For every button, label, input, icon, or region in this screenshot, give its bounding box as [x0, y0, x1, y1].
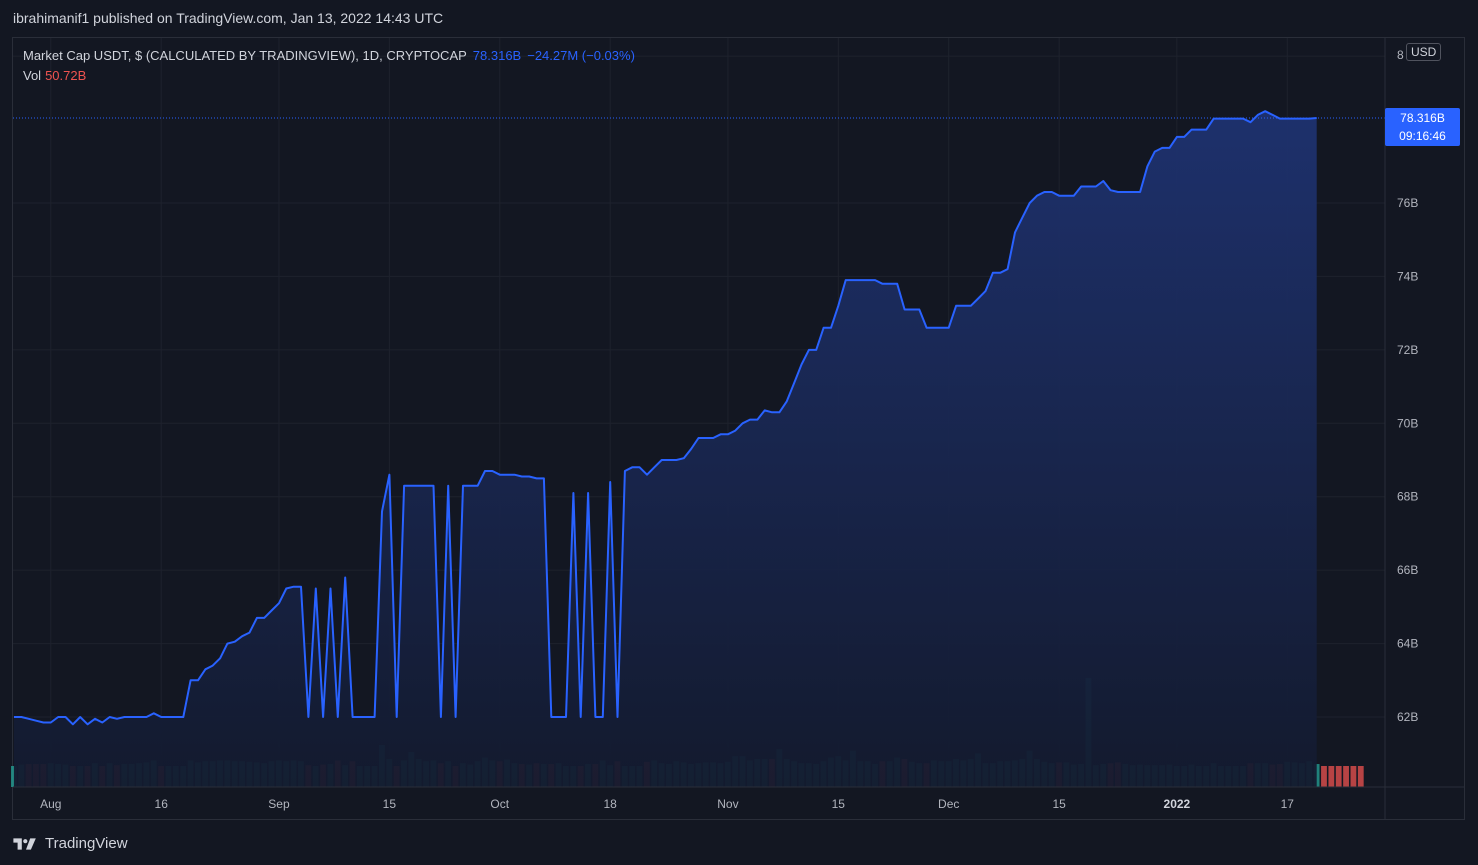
legend: Market Cap USDT, $ (CALCULATED BY TRADIN…	[23, 46, 635, 86]
volume-bar	[1328, 766, 1335, 787]
legend-vol-value: 50.72B	[45, 68, 87, 83]
x-tick-label: 17	[1281, 797, 1295, 811]
volume-bar	[1350, 766, 1357, 787]
currency-badge[interactable]: USD	[1406, 43, 1442, 61]
volume-bar	[1357, 766, 1364, 787]
volume-bar	[1343, 766, 1349, 787]
y-tick-label: 64B	[1397, 637, 1418, 651]
legend-change: −24.27M (−0.03%)	[527, 48, 635, 63]
volume-bar	[11, 766, 17, 787]
x-tick-label: Dec	[938, 797, 959, 811]
y-tick-label: 66B	[1397, 563, 1418, 577]
x-tick-label: Aug	[40, 797, 61, 811]
y-tick-label: 70B	[1397, 416, 1418, 430]
x-tick-label: Oct	[490, 797, 509, 811]
current-price-value: 78.316B	[1400, 111, 1445, 125]
price-line	[14, 110, 1317, 726]
y-tick-label: 62B	[1397, 710, 1418, 724]
y-tick-label: 8	[1397, 48, 1404, 62]
x-axis[interactable]: Aug 16 Sep 15 Oct 18 Nov 15 Dec 15 2022 17	[40, 797, 1294, 811]
legend-vol-label[interactable]: Vol	[23, 68, 42, 83]
y-tick-label: 74B	[1397, 269, 1418, 283]
area-fill	[14, 111, 1317, 787]
x-tick-label: Sep	[268, 797, 290, 811]
x-tick-label: 18	[603, 797, 617, 811]
publisher-line: ibrahimanif1 published on TradingView.co…	[13, 10, 444, 26]
x-tick-label: 16	[155, 797, 169, 811]
legend-series-row: Market Cap USDT, $ (CALCULATED BY TRADIN…	[23, 46, 635, 66]
y-tick-label: 68B	[1397, 490, 1418, 504]
legend-symbol[interactable]: Market Cap USDT, $ (CALCULATED BY TRADIN…	[23, 48, 467, 63]
y-axis[interactable]: 8 76B 74B 72B 70B 68B 66B 64B 62B	[1397, 48, 1418, 724]
x-tick-label: 2022	[1164, 797, 1191, 811]
legend-volume-row: Vol 50.72B	[23, 66, 635, 86]
y-tick-label: 72B	[1397, 343, 1418, 357]
x-tick-label: 15	[832, 797, 846, 811]
volume-bar	[1321, 766, 1327, 787]
volume-bar	[1335, 766, 1342, 787]
tradingview-logo-icon	[13, 837, 36, 850]
legend-last-value: 78.316B	[472, 48, 522, 63]
footer-brand[interactable]: TradingView	[13, 835, 128, 852]
y-tick-label: 76B	[1397, 196, 1418, 210]
bar-countdown: 09:16:46	[1399, 129, 1446, 143]
footer-brand-label: TradingView	[45, 835, 128, 852]
current-price-tag: 78.316B 09:16:46	[1385, 108, 1460, 146]
x-tick-label: 15	[383, 797, 397, 811]
x-tick-label: 15	[1052, 797, 1066, 811]
x-tick-label: Nov	[717, 797, 738, 811]
